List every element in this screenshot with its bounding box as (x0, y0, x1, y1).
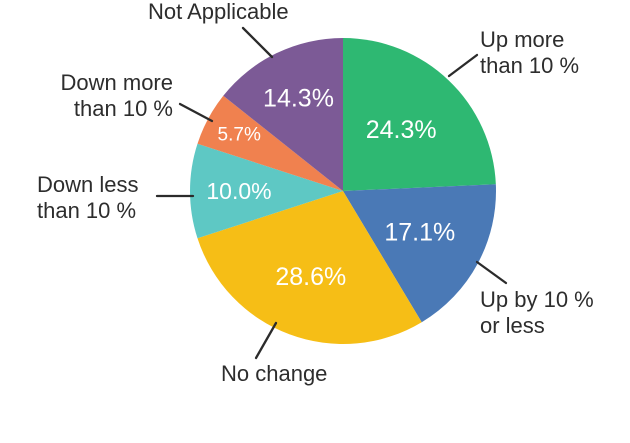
pie-slice-no-change (197, 191, 422, 344)
percent-label-17.1: 17.1% (384, 218, 455, 246)
pie-slice-down-less-than-10 (190, 143, 343, 239)
label-line: No change (221, 361, 328, 386)
label-up-more-than-10: Up more than 10 % (480, 27, 579, 79)
label-line: than 10 % (73, 96, 173, 121)
label-line: Up more (480, 27, 565, 52)
label-line: than 10 % (480, 53, 580, 78)
label-down-more-than-10: Down more than 10 % (30, 70, 173, 122)
pie-slice-not-applicable (223, 38, 343, 191)
percent-label-10.0: 10.0% (206, 178, 271, 204)
label-line: Down more (60, 70, 173, 95)
label-line: Not Applicable (148, 0, 289, 24)
leader-line-no-change (254, 321, 278, 360)
pie-slice-up-by-10-or-less (343, 184, 496, 323)
leader-line-down-more (178, 102, 214, 123)
label-line: Up by 10 % (480, 287, 594, 312)
percent-label-24.3: 24.3% (366, 116, 437, 144)
label-not-applicable: Not Applicable (148, 0, 289, 25)
percent-label-5.7: 5.7% (218, 125, 261, 146)
pie-slice-up-more-than-10 (343, 38, 496, 191)
label-no-change: No change (221, 361, 327, 387)
pie-slice-down-more-than-10 (197, 95, 343, 191)
label-line: Down less (37, 172, 139, 197)
label-line: than 10 % (37, 198, 137, 223)
leader-line-up-more (447, 53, 479, 78)
leader-lines (155, 26, 508, 360)
leader-line-not-applicable (241, 26, 274, 59)
label-down-less-than-10: Down less than 10 % (37, 172, 138, 224)
pie-slices (190, 38, 496, 344)
label-line: or less (480, 313, 545, 338)
leader-line-up-by (475, 260, 508, 285)
percent-label-28.6: 28.6% (275, 263, 346, 291)
label-up-by-10-or-less: Up by 10 % or less (480, 287, 594, 339)
percent-labels: 24.3% 17.1% 28.6% 10.0% 5.7%14.3% (206, 85, 455, 291)
percent-label-14.3: 14.3% (263, 85, 334, 113)
